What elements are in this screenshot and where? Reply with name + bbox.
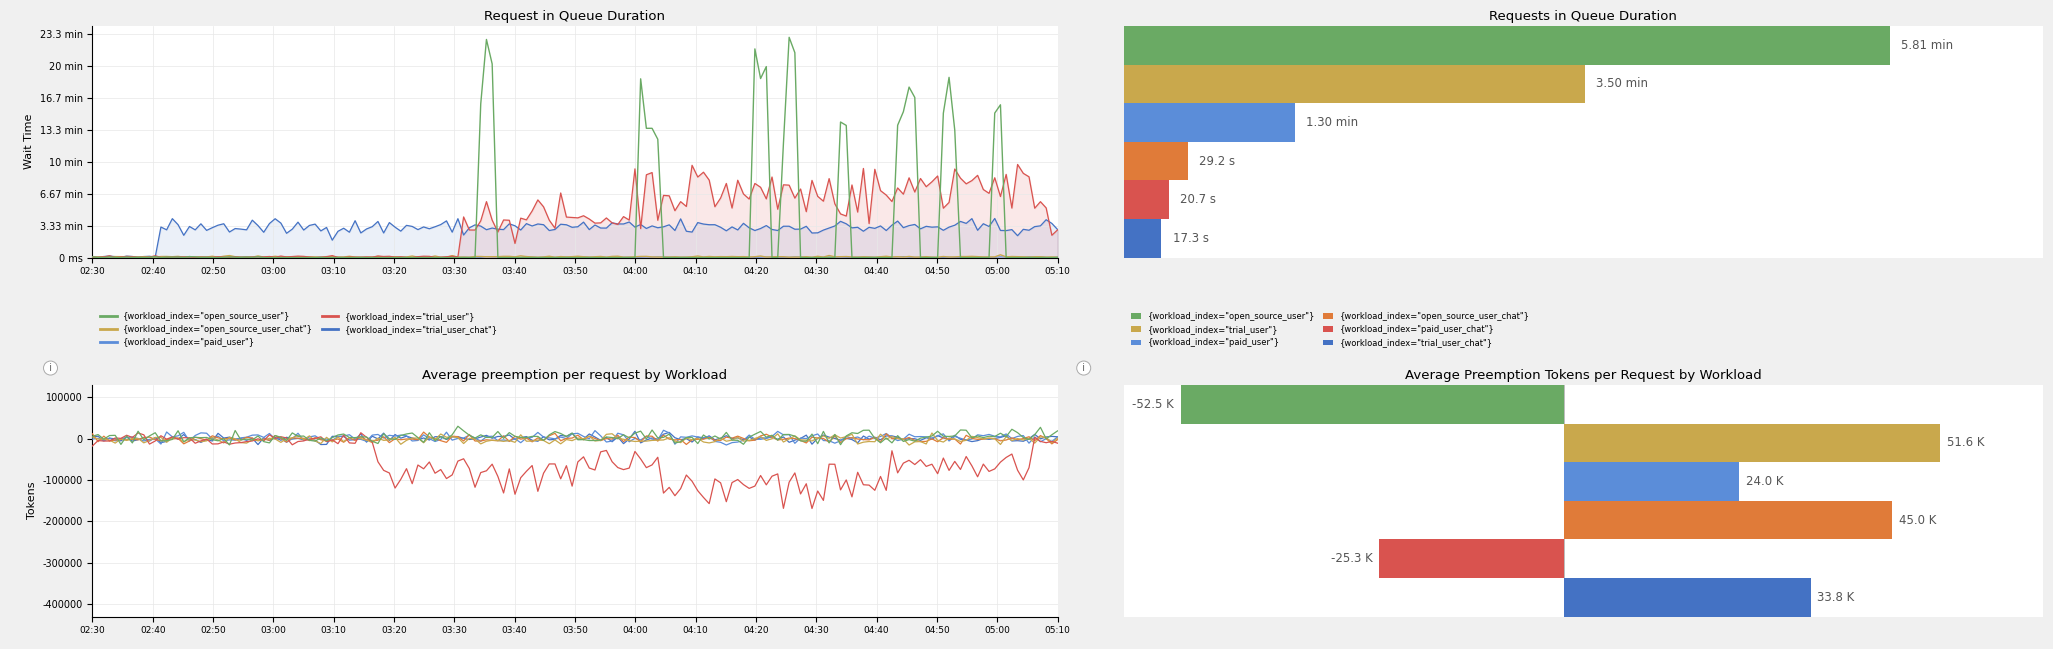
Text: 29.2 s: 29.2 s [1199, 154, 1236, 167]
Text: i: i [1082, 363, 1086, 373]
Text: 5.81 min: 5.81 min [1901, 39, 1952, 52]
Bar [1564, 578, 1811, 617]
Bar [1180, 385, 1564, 424]
Legend: {workload_index="open_source_user"}, {workload_index="trial_user"}, {workload_in: {workload_index="open_source_user"}, {wo… [1127, 309, 1534, 350]
Title: Requests in Queue Duration: Requests in Queue Duration [1488, 10, 1677, 23]
Bar [1123, 219, 1162, 258]
Bar [1123, 103, 1295, 141]
Bar [1123, 26, 1889, 64]
Text: i: i [49, 363, 51, 373]
Legend: {workload_index="open_source_user"}, {workload_index="open_source_user_chat"}, {: {workload_index="open_source_user"}, {wo… [96, 309, 501, 350]
Title: Average preemption per request by Workload: Average preemption per request by Worklo… [423, 369, 727, 382]
Text: 17.3 s: 17.3 s [1172, 232, 1209, 245]
Text: 3.50 min: 3.50 min [1597, 77, 1649, 90]
Bar [1123, 141, 1189, 180]
Text: 24.0 K: 24.0 K [1745, 475, 1784, 488]
Text: 45.0 K: 45.0 K [1899, 513, 1936, 526]
Bar [1123, 64, 1585, 103]
Text: -52.5 K: -52.5 K [1133, 398, 1174, 411]
Bar [1564, 424, 1940, 462]
Text: 51.6 K: 51.6 K [1948, 436, 1985, 449]
Title: Request in Queue Duration: Request in Queue Duration [485, 10, 665, 23]
Y-axis label: Wait Time: Wait Time [25, 114, 35, 169]
Text: -25.3 K: -25.3 K [1330, 552, 1373, 565]
Y-axis label: Tokens: Tokens [27, 482, 37, 519]
Title: Average Preemption Tokens per Request by Workload: Average Preemption Tokens per Request by… [1404, 369, 1761, 382]
Bar [1380, 539, 1564, 578]
Bar [1564, 462, 1739, 501]
Text: 33.8 K: 33.8 K [1817, 591, 1854, 604]
Text: 1.30 min: 1.30 min [1306, 116, 1359, 129]
Bar [1123, 180, 1168, 219]
Bar [1564, 501, 1893, 539]
Text: 20.7 s: 20.7 s [1180, 193, 1217, 206]
